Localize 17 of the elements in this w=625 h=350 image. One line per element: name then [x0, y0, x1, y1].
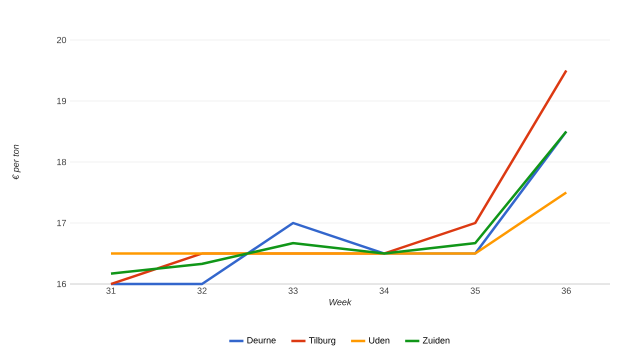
legend-label: Tilburg [308, 336, 336, 346]
x-tick-label: 36 [562, 288, 571, 294]
legend-label: Deurne [247, 337, 276, 344]
x-tick-label: 34 [380, 288, 389, 294]
y-tick-label: 17 [57, 220, 66, 226]
x-tick-label: 32 [197, 288, 207, 294]
x-tick-label: 31 [106, 288, 116, 294]
y-axis-title: € per ton [12, 144, 21, 180]
y-tick-label: 19 [57, 98, 66, 104]
legend-label: Uden [369, 336, 390, 344]
x-tick-label: 33 [288, 288, 298, 294]
y-tick-label: 18 [57, 158, 66, 166]
x-axis-title: Week [329, 298, 352, 306]
legend-label: Zuiden [422, 336, 450, 344]
x-tick-label: 35 [470, 288, 480, 294]
y-tick-label: 16 [57, 280, 66, 288]
y-tick-label: 20 [56, 36, 66, 44]
